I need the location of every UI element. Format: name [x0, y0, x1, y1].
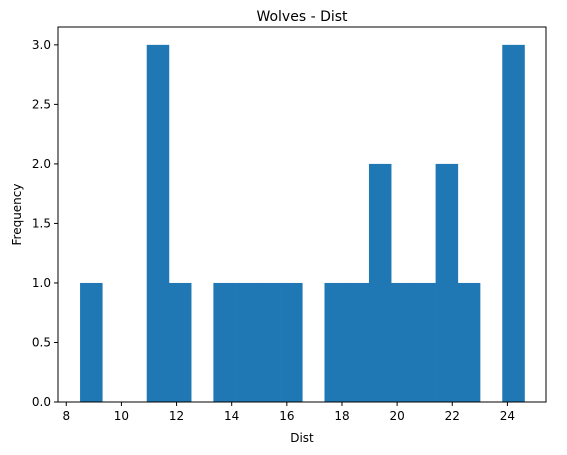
x-tick-label: 20 [389, 409, 404, 423]
histogram-bar [280, 282, 303, 402]
bars-group [80, 44, 525, 402]
x-tick-label: 14 [224, 409, 239, 423]
x-tick-label: 10 [114, 409, 129, 423]
y-tick-label: 0.5 [32, 335, 51, 349]
x-axis-ticks: 8 10 12 14 16 18 20 22 24 [62, 402, 515, 423]
histogram-bar [146, 44, 170, 402]
histogram-bar [324, 282, 348, 402]
histogram-bar [346, 282, 370, 402]
histogram-bar [391, 282, 414, 402]
y-tick-label: 2.5 [32, 97, 51, 111]
plot-frame [57, 26, 547, 403]
y-tick-label: 0.0 [32, 395, 51, 409]
histogram-bar [257, 282, 281, 402]
x-tick-label: 12 [169, 409, 184, 423]
histogram-bar [502, 44, 525, 402]
y-axis-ticks: 0.0 0.5 1.0 1.5 2.0 2.5 3.0 [32, 38, 58, 409]
x-axis-label: Dist [290, 431, 314, 445]
histogram-bar [235, 282, 259, 402]
histogram-bar [168, 282, 192, 402]
x-tick-label: 18 [334, 409, 349, 423]
y-tick-label: 3.0 [32, 38, 51, 52]
x-tick-label: 16 [279, 409, 294, 423]
x-tick-label: 24 [500, 409, 515, 423]
y-tick-label: 1.0 [32, 276, 51, 290]
y-tick-label: 1.5 [32, 216, 51, 230]
y-axis-label: Frequency [10, 184, 24, 246]
histogram-bar [413, 282, 436, 402]
x-tick-label: 8 [62, 409, 70, 423]
histogram-bar [80, 282, 103, 402]
y-tick-label: 2.0 [32, 157, 51, 171]
histogram-bar [435, 163, 459, 402]
histogram-bar [457, 282, 481, 402]
x-tick-label: 22 [445, 409, 460, 423]
histogram-bar [368, 163, 392, 402]
chart-title: Wolves - Dist [256, 9, 348, 25]
histogram-bar [213, 282, 236, 402]
